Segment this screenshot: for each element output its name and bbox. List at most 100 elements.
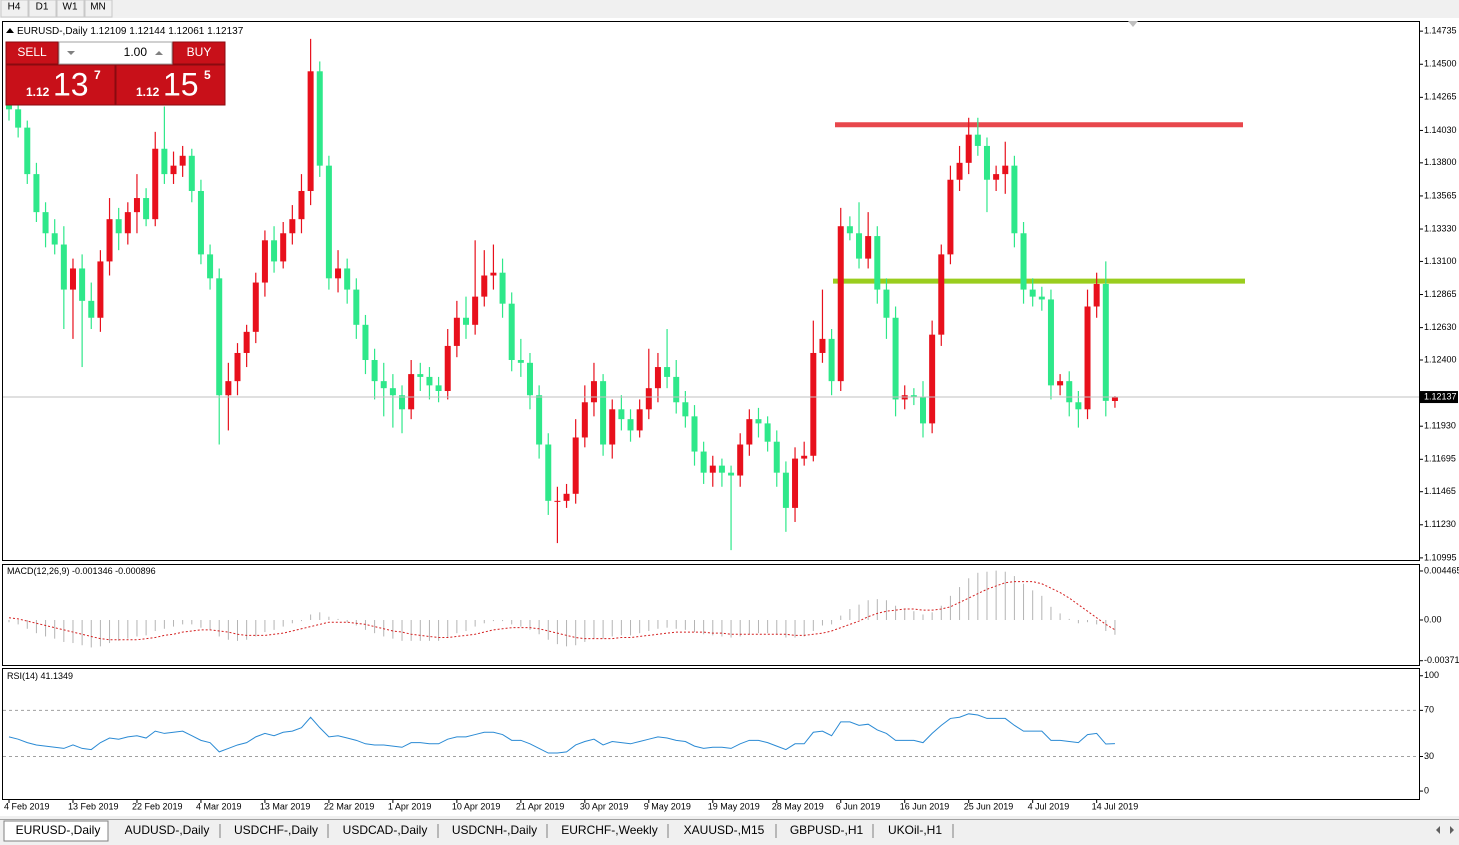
x-tick-label: 10 Apr 2019 [452, 801, 501, 811]
lot-down[interactable] [67, 51, 75, 55]
symbol-tab[interactable]: XAUUSD-,M15 [684, 823, 765, 837]
candle-body [618, 409, 625, 420]
y-tick-label: -0.00371 [1424, 655, 1459, 665]
candle-body [1075, 402, 1082, 410]
candle-body [700, 451, 707, 473]
y-tick-label: 0.00 [1424, 614, 1442, 624]
timeframe-button[interactable] [84, 0, 113, 18]
candle-body [947, 179, 954, 255]
candle-body [207, 254, 214, 279]
y-tick-label: 30 [1424, 751, 1434, 761]
timeframe-label[interactable]: MN [90, 2, 106, 13]
candle-body [69, 268, 76, 290]
x-tick-label: 1 Apr 2019 [388, 801, 432, 811]
chart-window [0, 18, 1459, 816]
candle-body [179, 155, 186, 166]
timeframe-label[interactable]: H4 [8, 2, 21, 13]
candle-body [481, 275, 488, 297]
symbol-tab[interactable]: AUDUSD-,Daily [125, 823, 210, 837]
main-panel [2, 21, 1420, 561]
indicator-header: MACD(12,26,9) -0.001346 -0.000896 [7, 566, 156, 576]
candle-body [298, 191, 305, 220]
candle-body [600, 381, 607, 445]
candle-body [435, 385, 442, 391]
x-tick-label: 22 Mar 2019 [324, 801, 375, 811]
y-tick-label: 1.10995 [1424, 552, 1457, 562]
symbol-tab[interactable]: USDCHF-,Daily [234, 823, 318, 837]
candle-body [280, 233, 287, 262]
timeframe-label[interactable]: D1 [36, 2, 49, 13]
candle-body [764, 423, 771, 442]
candle-body [115, 219, 122, 234]
candle-body [335, 268, 342, 279]
timeframe-button[interactable] [56, 0, 85, 18]
x-tick-label: 6 Jun 2019 [836, 801, 881, 811]
candle-body [463, 317, 469, 325]
macd-signal [8, 581, 1116, 641]
symbol-tab[interactable]: EURUSD-,Daily [16, 823, 101, 837]
shift-marker [1128, 21, 1138, 27]
ask-fraction[interactable]: 5 [204, 68, 211, 82]
y-tick-label: 1.13330 [1424, 223, 1457, 233]
sell-button[interactable] [5, 41, 59, 65]
sell-label[interactable]: SELL [17, 45, 47, 59]
candle-body [1047, 299, 1054, 386]
candle-body [152, 148, 159, 220]
candle-body [197, 191, 204, 255]
timeframe-button[interactable] [28, 0, 57, 18]
timeframe-button[interactable] [0, 0, 29, 18]
candle-body [645, 388, 652, 410]
y-tick-label: 100 [1424, 670, 1439, 680]
y-tick-label: 1.14500 [1424, 59, 1457, 69]
candle-body [874, 236, 881, 290]
bid-pips[interactable]: 13 [53, 66, 89, 102]
buy-label[interactable]: BUY [187, 45, 212, 59]
candle-body [636, 409, 643, 431]
bid-prefix[interactable]: 1.12 [26, 85, 50, 99]
tab-scroll-left[interactable] [1436, 826, 1440, 834]
lot-field[interactable] [58, 41, 173, 65]
candle-body [773, 441, 780, 473]
y-tick-label: 1.11930 [1424, 421, 1456, 431]
candle-body [1002, 165, 1009, 175]
buy-button[interactable] [172, 41, 226, 65]
candle-body [664, 367, 671, 377]
bid-box[interactable] [5, 64, 116, 106]
candle-body [15, 109, 22, 128]
x-tick-label: 16 Jun 2019 [900, 801, 950, 811]
candle-body [545, 444, 552, 501]
timeframe-label[interactable]: W1 [63, 2, 78, 13]
lot-value[interactable]: 1.00 [124, 45, 148, 59]
candle-body [1057, 381, 1064, 386]
y-tick-label: 0.004465 [1424, 565, 1459, 575]
candle-body [581, 402, 588, 438]
candle-body [792, 458, 799, 508]
candle-body [97, 261, 104, 318]
y-tick-label: 1.11695 [1424, 454, 1456, 464]
symbol-tab[interactable]: USDCNH-,Daily [452, 823, 537, 837]
x-tick-label: 21 Apr 2019 [516, 801, 565, 811]
ask-box[interactable] [115, 64, 226, 106]
x-tick-label: 4 Mar 2019 [196, 801, 242, 811]
symbol-tab[interactable]: USDCAD-,Daily [343, 823, 428, 837]
y-tick-label: 1.12630 [1424, 322, 1457, 332]
x-tick-label: 22 Feb 2019 [132, 801, 183, 811]
x-tick-label: 25 Jun 2019 [964, 801, 1014, 811]
active-tab[interactable] [3, 820, 109, 842]
symbol-tab[interactable]: GBPUSD-,H1 [790, 823, 864, 837]
symbol-tab[interactable]: EURCHF-,Weekly [561, 823, 657, 837]
bid-fraction[interactable]: 7 [94, 68, 101, 82]
y-tick-label: 1.14265 [1424, 92, 1457, 102]
candle-body [408, 374, 415, 410]
lot-up[interactable] [155, 51, 163, 55]
candle-body [371, 360, 378, 382]
ask-pips[interactable]: 15 [163, 66, 199, 102]
ask-prefix[interactable]: 1.12 [136, 85, 160, 99]
candle-body [654, 367, 661, 389]
candle-body [563, 493, 570, 501]
candle-body [261, 240, 268, 283]
candle-body [737, 444, 744, 476]
tab-scroll-right[interactable] [1450, 826, 1454, 834]
symbol-tab[interactable]: UKOil-,H1 [888, 823, 942, 837]
